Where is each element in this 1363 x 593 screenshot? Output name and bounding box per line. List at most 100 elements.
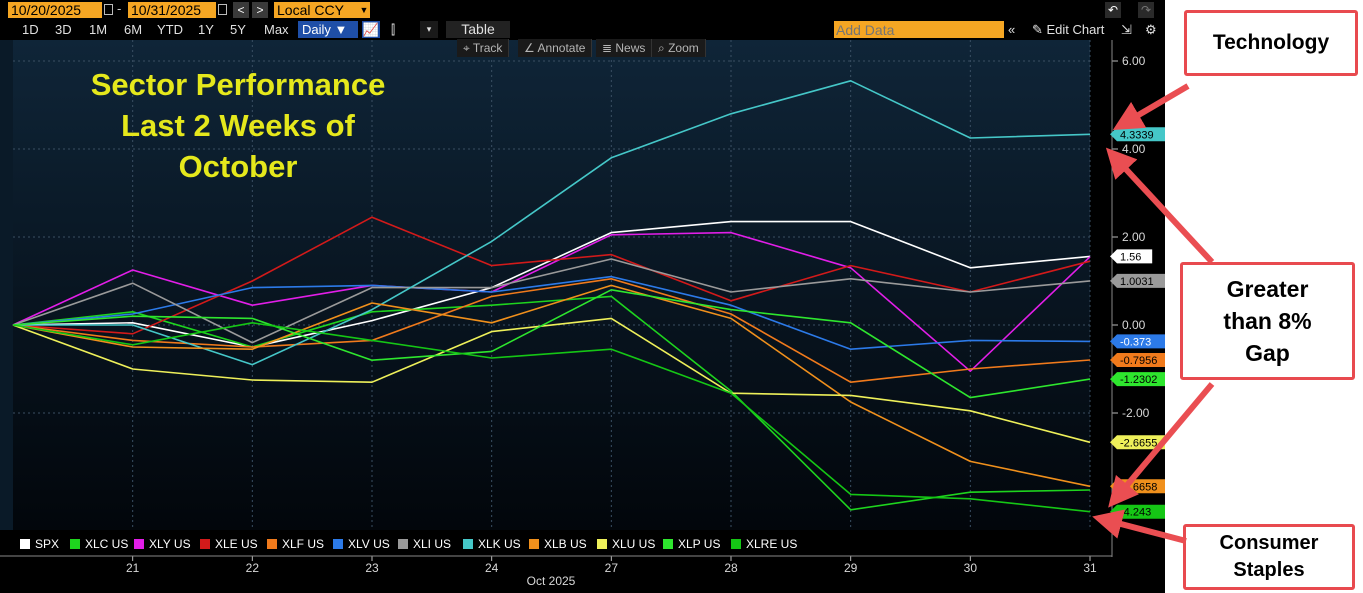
undo-icon[interactable]: ↶ xyxy=(1105,2,1121,18)
legend-label: XLRE US xyxy=(746,537,798,551)
technology-arrow xyxy=(1112,83,1190,131)
prev-period-button[interactable]: < xyxy=(233,2,249,18)
legend-entry[interactable]: XLE US xyxy=(200,536,258,552)
end-value-tag xyxy=(1110,435,1165,450)
start-date-field[interactable]: 10/20/2025 xyxy=(8,2,102,18)
collapse-icon[interactable]: « xyxy=(1008,22,1016,37)
period-5y[interactable]: 5Y xyxy=(230,22,246,37)
consumer-staples-callout: Consumer Staples xyxy=(1183,524,1355,590)
news-tool[interactable]: ≣ News xyxy=(596,39,653,57)
zoom-tool[interactable]: ⌕ Zoom xyxy=(652,39,706,57)
series-line-xlf-us xyxy=(12,277,1091,384)
legend-label: XLF US xyxy=(282,537,325,551)
gear-icon[interactable]: ⚙ xyxy=(1145,22,1157,37)
frequency-select[interactable]: Daily ▼ xyxy=(298,21,358,38)
series-line-xlu-us xyxy=(12,317,1091,444)
legend-entry[interactable]: XLC US xyxy=(70,536,128,552)
end-value-label: -2.6655 xyxy=(1120,437,1157,449)
gap-callout-label: Greater than 8% Gap xyxy=(1223,276,1312,366)
series-line-xlc-us xyxy=(12,295,1091,511)
currency-select[interactable]: Local CCY xyxy=(274,2,358,18)
x-tick-label: 28 xyxy=(724,561,738,575)
legend-label: XLP US xyxy=(678,537,721,551)
end-date-field[interactable]: 10/31/2025 xyxy=(128,2,216,18)
legend-swatch xyxy=(463,539,473,549)
legend-swatch xyxy=(267,539,277,549)
legend-entry[interactable]: XLB US xyxy=(529,536,587,552)
x-tick-label: 31 xyxy=(1083,561,1097,575)
annotate-tool[interactable]: ∠ Annotate xyxy=(518,39,593,57)
table-button[interactable]: Table xyxy=(446,21,510,38)
calendar-icon[interactable] xyxy=(104,4,113,15)
legend-entry[interactable]: XLRE US xyxy=(731,536,797,552)
news-label: News xyxy=(615,41,646,55)
period-1d[interactable]: 1D xyxy=(22,22,39,37)
end-value-label: 1.0031 xyxy=(1120,276,1154,288)
legend-entry[interactable]: SPX xyxy=(20,536,59,552)
end-value-label: -0.373 xyxy=(1120,336,1151,348)
chart-title: Sector Performance Last 2 Weeks of Octob… xyxy=(90,67,386,184)
legend-swatch xyxy=(134,539,144,549)
legend-entry[interactable]: XLF US xyxy=(267,536,324,552)
track-label: Track xyxy=(472,41,503,55)
period-3d[interactable]: 3D xyxy=(55,22,72,37)
legend-swatch xyxy=(398,539,408,549)
date-separator: - xyxy=(117,1,122,16)
legend-label: XLU US xyxy=(612,537,656,551)
consumer-staples-arrow xyxy=(1092,509,1187,544)
legend-swatch xyxy=(70,539,80,549)
end-value-label: 1.56 xyxy=(1120,251,1141,263)
series-line-xlb-us xyxy=(12,284,1091,488)
redo-icon[interactable]: ↷ xyxy=(1138,2,1154,18)
series-line-xlre-us xyxy=(12,321,1091,513)
end-value-tag xyxy=(1110,372,1165,387)
currency-dropdown-arrow[interactable]: ▼ xyxy=(358,2,370,18)
annotate-label: Annotate xyxy=(537,41,586,55)
calendar-icon[interactable] xyxy=(218,4,227,15)
legend-label: XLI US xyxy=(413,537,452,551)
chart-settings-icon[interactable]: ⇲ xyxy=(1121,22,1132,37)
gap-callout: Greater than 8% Gap xyxy=(1180,262,1355,380)
x-tick-label: 24 xyxy=(485,561,499,575)
chart-type-dropdown[interactable]: ▾ xyxy=(420,21,438,38)
legend-swatch xyxy=(597,539,607,549)
legend-entry[interactable]: XLP US xyxy=(663,536,720,552)
frequency-label: Daily xyxy=(302,22,331,37)
period-6m[interactable]: 6M xyxy=(124,22,143,37)
legend-entry[interactable]: XLI US xyxy=(398,536,451,552)
period-1m[interactable]: 1M xyxy=(89,22,108,37)
legend-entry[interactable]: XLV US xyxy=(333,536,390,552)
zoom-label: Zoom xyxy=(668,41,699,55)
y-tick-label: 2.00 xyxy=(1122,230,1146,244)
bar-chart-icon[interactable]: ⫿ xyxy=(391,22,396,37)
legend-label: XLK US xyxy=(478,537,521,551)
y-tick-label: 6.00 xyxy=(1122,54,1146,68)
track-tool[interactable]: ⌖ Track xyxy=(457,39,510,57)
legend-entry[interactable]: XLY US xyxy=(134,536,191,552)
legend-swatch xyxy=(333,539,343,549)
end-value-tag xyxy=(1110,334,1165,349)
legend-swatch xyxy=(663,539,673,549)
end-value-tag xyxy=(1110,249,1153,264)
add-data-input[interactable] xyxy=(834,21,1002,38)
end-value-tag xyxy=(1110,127,1165,142)
series-line-xli-us xyxy=(12,258,1091,344)
end-value-tag xyxy=(1110,353,1165,368)
edit-chart-button[interactable]: ✎ Edit Chart xyxy=(1032,22,1105,37)
period-max[interactable]: Max xyxy=(264,22,289,37)
gap-arrow-up xyxy=(1105,147,1215,265)
legend-label: XLE US xyxy=(215,537,258,551)
legend-entry[interactable]: XLU US xyxy=(597,536,655,552)
legend-entry[interactable]: XLK US xyxy=(463,536,521,552)
line-chart-icon[interactable]: 📈 xyxy=(362,21,380,38)
date-toolbar: 10/20/2025 - 10/31/2025 < > Local CCY ▼ … xyxy=(0,0,1165,19)
y-tick-label: -2.00 xyxy=(1122,406,1150,420)
series-line-xle-us xyxy=(12,216,1091,335)
legend-label: SPX xyxy=(35,537,60,551)
next-period-button[interactable]: > xyxy=(252,2,268,18)
series-line-xlv-us xyxy=(12,275,1091,351)
consumer-staples-callout-label: Consumer Staples xyxy=(1219,532,1319,581)
period-ytd[interactable]: YTD xyxy=(157,22,183,37)
period-1y[interactable]: 1Y xyxy=(198,22,214,37)
legend-label: XLY US xyxy=(149,537,191,551)
